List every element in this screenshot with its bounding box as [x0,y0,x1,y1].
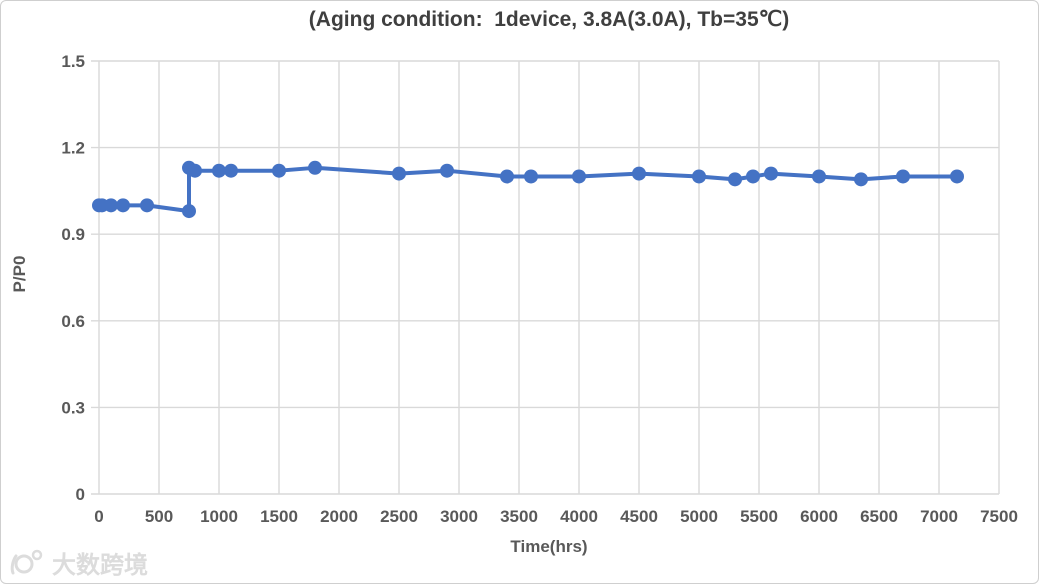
data-point [764,166,778,181]
data-point [308,160,322,175]
data-point [950,169,964,184]
x-tick-label: 5500 [740,507,778,526]
watermark-text: 大数跨境 [52,552,148,579]
y-axis-title: P/P0 [10,255,29,293]
chart-title: (Aging condition: 1device, 3.8A(3.0A), T… [308,8,790,31]
watermark: 大数跨境 [7,545,148,580]
x-tick-label: 5000 [680,507,718,526]
y-tick-label: 0 [76,485,85,504]
data-point [188,163,202,178]
x-axis-title: Time(hrs) [510,537,588,556]
data-point [896,169,910,184]
data-point [212,163,226,178]
data-point [272,163,286,178]
data-point [182,204,196,219]
data-point [440,163,454,178]
data-point [632,166,646,181]
data-point [854,172,868,187]
data-point [572,169,586,184]
x-tick-label: 7500 [980,507,1018,526]
x-tick-label: 1000 [200,507,238,526]
x-tick-label: 500 [145,507,173,526]
y-tick-label: 1.2 [61,139,85,158]
x-tick-label: 3500 [500,507,538,526]
x-tick-label: 6500 [860,507,898,526]
x-tick-label: 2500 [380,507,418,526]
data-point [224,163,238,178]
x-tick-label: 4500 [620,507,658,526]
x-tick-label: 3000 [440,507,478,526]
data-point [746,169,760,184]
y-tick-label: 0.6 [61,312,85,331]
x-tick-label: 0 [94,507,103,526]
y-tick-label: 0.3 [61,398,85,417]
data-point [812,169,826,184]
x-tick-label: 2000 [320,507,358,526]
data-point [524,169,538,184]
data-point [140,198,154,213]
y-tick-label: 0.9 [61,225,85,244]
data-point [500,169,514,184]
x-tick-label: 6000 [800,507,838,526]
data-point [692,169,706,184]
data-point [116,198,130,213]
data-point [104,198,118,213]
data-point [728,172,742,187]
x-tick-label: 4000 [560,507,598,526]
10100-logo-icon [7,548,47,578]
data-point [392,166,406,181]
x-tick-label: 1500 [260,507,298,526]
x-tick-label: 7000 [920,507,958,526]
y-tick-label: 1.5 [61,52,85,71]
